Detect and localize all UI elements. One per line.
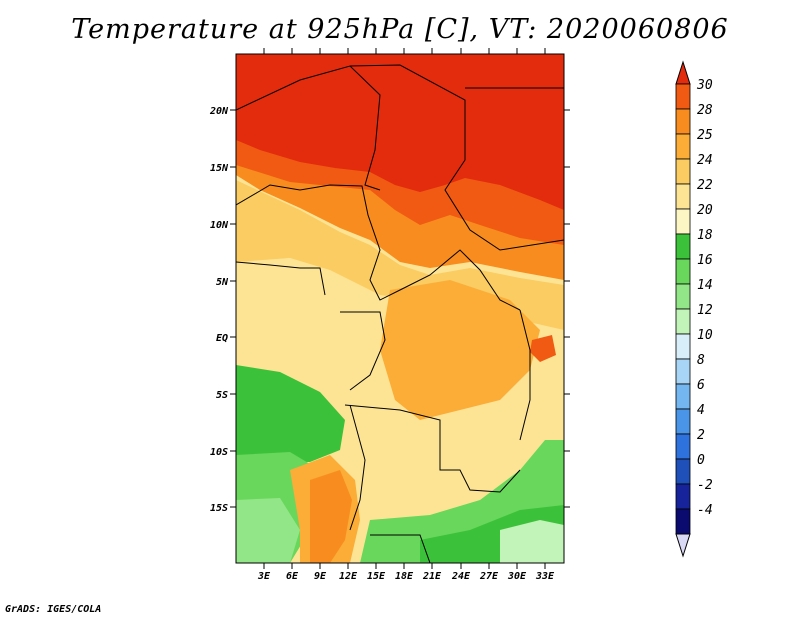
lon-label: 18E [395, 571, 414, 582]
colorbar-swatch [675, 308, 691, 335]
lat-label: 15S [210, 503, 228, 514]
lon-label: 24E [451, 571, 471, 582]
colorbar-swatch [675, 508, 691, 535]
temperature-field [236, 54, 564, 563]
colorbar-swatch [675, 433, 691, 460]
colorbar-swatch [675, 258, 691, 285]
colorbar-swatch [675, 408, 691, 435]
colorbar-swatch [675, 483, 691, 510]
lon-label: 3E [257, 571, 271, 582]
longitude-axis [263, 48, 546, 569]
lon-label: 15E [367, 571, 386, 582]
colorbar-swatch [675, 533, 691, 558]
lon-label: 30E [507, 571, 527, 582]
colorbar-swatch [675, 208, 691, 235]
colorbar-swatch [675, 60, 691, 85]
colorbar-label: -4 [697, 503, 713, 518]
colorbar-swatch [675, 83, 691, 110]
colorbar-label: 8 [697, 353, 705, 368]
lat-label: EQ [216, 333, 228, 344]
lat-label: 20N [209, 106, 229, 117]
colorbar-label: 10 [697, 328, 713, 343]
colorbar-label: 25 [697, 128, 713, 143]
map-title: Temperature at 925hPa [C], VT: 202006080… [71, 14, 729, 45]
lat-label: 5S [216, 390, 228, 401]
colorbar-label: 28 [697, 103, 713, 118]
colorbar-swatch [675, 358, 691, 385]
country-borders [236, 64, 564, 563]
colorbar-label: 12 [697, 303, 713, 318]
colorbar-swatch [675, 108, 691, 135]
colorbar-label: 20 [697, 203, 713, 218]
map-frame [235, 53, 565, 564]
colorbar-label: 30 [696, 78, 713, 93]
colorbar-label: 4 [697, 403, 705, 418]
colorbar-label: -2 [697, 478, 713, 493]
lat-label: 5N [216, 277, 229, 288]
credit-label: GrADS: IGES/COLA [5, 604, 102, 615]
colorbar-label: 24 [697, 153, 713, 168]
latitude-axis [230, 109, 570, 508]
colorbar-label: 14 [697, 278, 713, 293]
colorbar-swatch [675, 233, 691, 260]
colorbar-swatch [675, 133, 691, 160]
colorbar-label: 22 [697, 178, 713, 193]
colorbar-label: 0 [697, 453, 705, 468]
colorbar-label: 6 [697, 378, 705, 393]
colorbar-label: 2 [697, 428, 705, 443]
lon-label: 12E [339, 571, 358, 582]
lon-label: 6E [286, 571, 299, 582]
colorbar-label: 18 [697, 228, 713, 243]
colorbar-swatch [675, 333, 691, 360]
lon-label: 33E [535, 571, 555, 582]
colorbar-swatch [675, 158, 691, 185]
lon-label: 9E [314, 571, 327, 582]
lat-label: 10N [210, 220, 229, 231]
lon-label: 21E [422, 571, 442, 582]
lat-label: 10S [210, 447, 228, 458]
colorbar-swatch [675, 458, 691, 485]
colorbar-swatch [675, 383, 691, 410]
colorbar-label: 16 [697, 253, 713, 268]
lon-label: 27E [479, 571, 499, 582]
lat-label: 15N [210, 163, 229, 174]
colorbar-swatch [675, 183, 691, 210]
colorbar-swatch [675, 283, 691, 310]
